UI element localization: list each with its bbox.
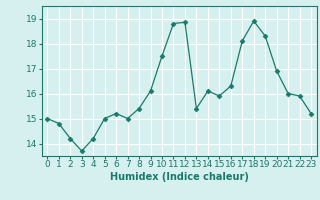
X-axis label: Humidex (Indice chaleur): Humidex (Indice chaleur) — [110, 172, 249, 182]
